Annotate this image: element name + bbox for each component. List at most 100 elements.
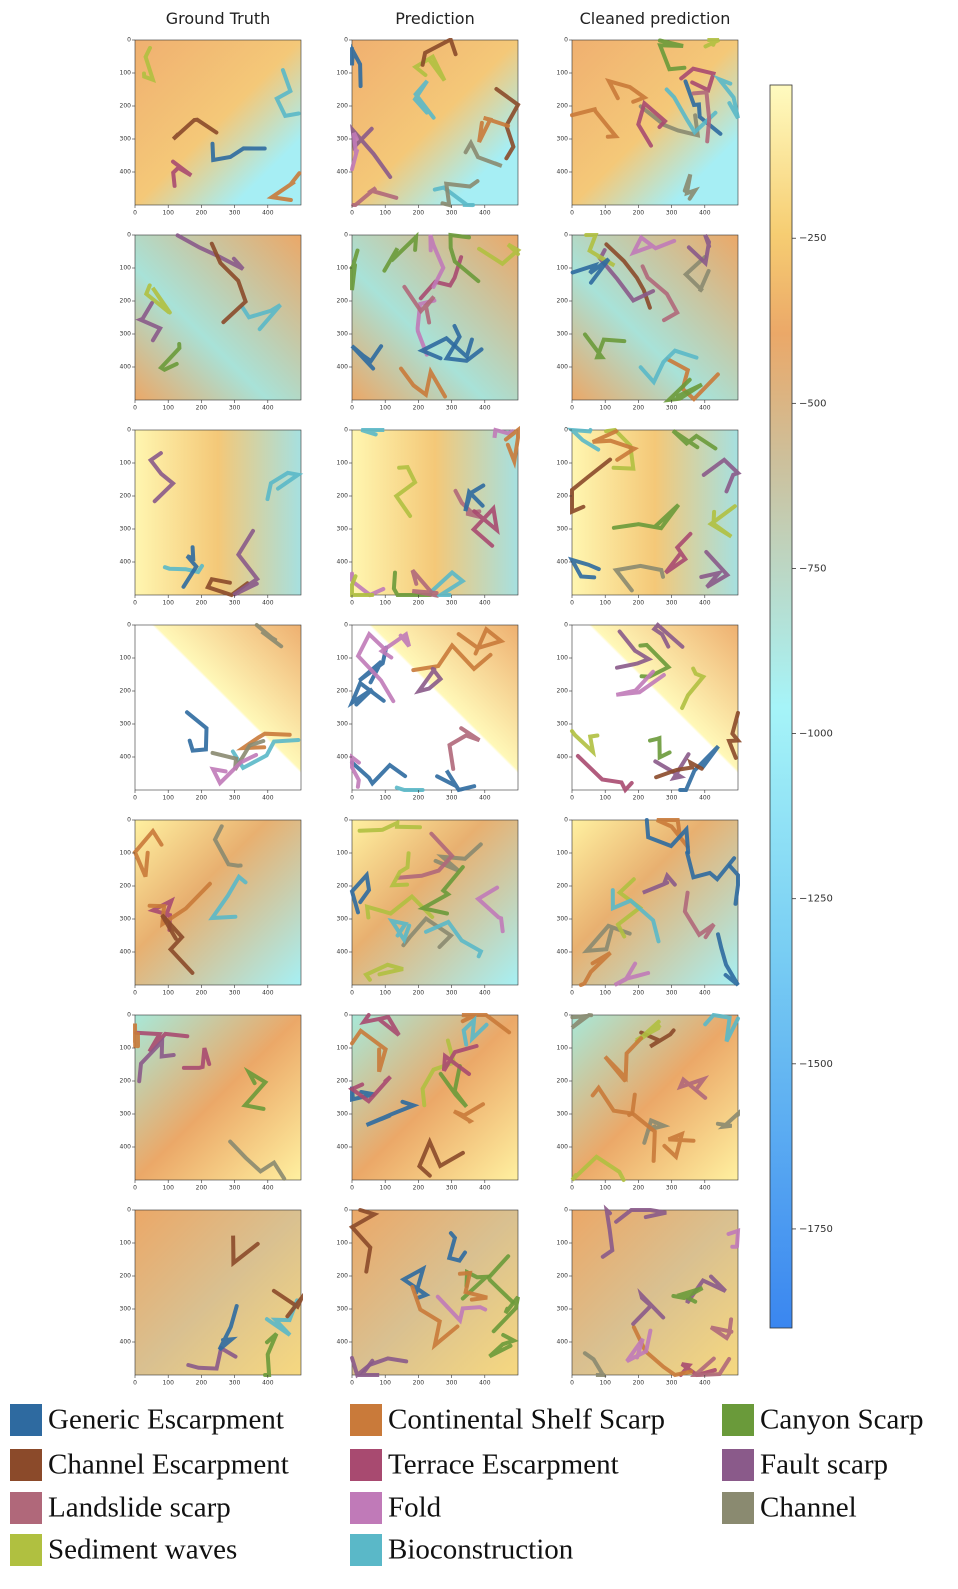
colorbar-tick-label: −1250 [799,894,833,905]
x-tick-label: 200 [633,990,645,997]
y-tick-label: 100 [557,850,569,857]
figure: Ground TruthPredictionCleaned prediction… [0,0,958,1589]
x-tick-label: 200 [633,405,645,412]
column-title: Ground Truth [166,9,271,28]
x-tick-label: 300 [229,795,241,802]
colorbar-tick-label: −1750 [799,1224,833,1235]
y-tick-label: 400 [337,1339,349,1346]
y-tick-label: 200 [337,883,349,890]
legend-label: Channel [760,1492,857,1524]
y-tick-label: 200 [120,1273,132,1280]
x-tick-label: 400 [479,1185,491,1192]
x-tick-label: 300 [446,1185,458,1192]
x-tick-label: 100 [599,1380,611,1387]
x-tick-label: 300 [666,795,678,802]
x-tick-label: 200 [413,1380,425,1387]
x-tick-label: 400 [699,1185,711,1192]
y-tick-label: 200 [120,688,132,695]
x-tick-label: 300 [446,990,458,997]
y-tick-label: 100 [337,850,349,857]
x-tick-label: 200 [413,600,425,607]
x-tick-label: 300 [666,405,678,412]
y-tick-label: 0 [127,1012,131,1019]
y-tick-label: 200 [557,493,569,500]
x-tick-label: 100 [599,600,611,607]
x-tick-label: 400 [479,600,491,607]
y-tick-label: 0 [127,1207,131,1214]
x-tick-label: 100 [162,600,174,607]
x-tick-label: 100 [379,405,391,412]
y-tick-label: 400 [120,559,132,566]
x-tick-label: 0 [350,600,354,607]
y-tick-label: 200 [120,103,132,110]
y-tick-label: 100 [557,655,569,662]
x-tick-label: 300 [446,795,458,802]
y-tick-label: 400 [120,364,132,371]
y-tick-label: 400 [120,169,132,176]
x-tick-label: 300 [229,405,241,412]
colorbar-tick-label: −250 [799,233,826,244]
x-tick-label: 300 [446,210,458,217]
x-tick-label: 400 [262,405,274,412]
x-tick-label: 0 [350,1380,354,1387]
map-panel [135,625,301,790]
y-tick-label: 300 [120,526,132,533]
y-tick-label: 400 [337,169,349,176]
y-tick-label: 0 [564,1207,568,1214]
x-tick-label: 400 [262,210,274,217]
x-tick-label: 400 [699,1380,711,1387]
y-tick-label: 100 [337,1045,349,1052]
y-tick-label: 0 [127,622,131,629]
y-tick-label: 400 [557,949,569,956]
column-title: Prediction [395,9,474,28]
x-tick-label: 0 [133,600,137,607]
x-tick-label: 300 [229,1185,241,1192]
x-tick-label: 300 [446,1380,458,1387]
y-tick-label: 300 [557,721,569,728]
y-tick-label: 200 [337,103,349,110]
y-tick-label: 300 [557,1306,569,1313]
y-tick-label: 0 [127,427,131,434]
legend-label: Bioconstruction [388,1534,574,1566]
y-tick-label: 400 [337,949,349,956]
x-tick-label: 100 [379,795,391,802]
y-tick-label: 0 [564,817,568,824]
y-tick-label: 300 [337,721,349,728]
y-tick-label: 200 [557,1273,569,1280]
x-tick-label: 400 [479,795,491,802]
x-tick-label: 200 [196,600,208,607]
y-tick-label: 200 [120,298,132,305]
y-tick-label: 400 [120,1144,132,1151]
x-tick-label: 400 [479,990,491,997]
y-tick-label: 0 [127,37,131,44]
y-tick-label: 400 [557,169,569,176]
x-tick-label: 0 [133,990,137,997]
x-tick-label: 200 [196,1380,208,1387]
legend-label: Canyon Scarp [760,1404,924,1436]
y-tick-label: 100 [337,1240,349,1247]
y-tick-label: 400 [557,364,569,371]
x-tick-label: 300 [229,210,241,217]
x-tick-label: 400 [262,600,274,607]
x-tick-label: 100 [379,990,391,997]
x-tick-label: 200 [413,1185,425,1192]
y-tick-label: 0 [344,1207,348,1214]
x-tick-label: 400 [699,405,711,412]
y-tick-label: 0 [344,622,348,629]
x-tick-label: 400 [699,990,711,997]
x-tick-label: 0 [570,990,574,997]
y-tick-label: 200 [120,493,132,500]
x-tick-label: 200 [633,210,645,217]
y-tick-label: 0 [344,817,348,824]
legend-label: Fault scarp [760,1449,888,1481]
y-tick-label: 400 [337,1144,349,1151]
legend-swatch [10,1449,42,1481]
map-panel [352,625,518,790]
x-tick-label: 400 [262,990,274,997]
x-tick-label: 100 [599,990,611,997]
x-tick-label: 200 [633,1380,645,1387]
legend-swatch [10,1534,42,1566]
y-tick-label: 100 [120,1240,132,1247]
y-tick-label: 300 [337,1306,349,1313]
y-tick-label: 100 [120,265,132,272]
